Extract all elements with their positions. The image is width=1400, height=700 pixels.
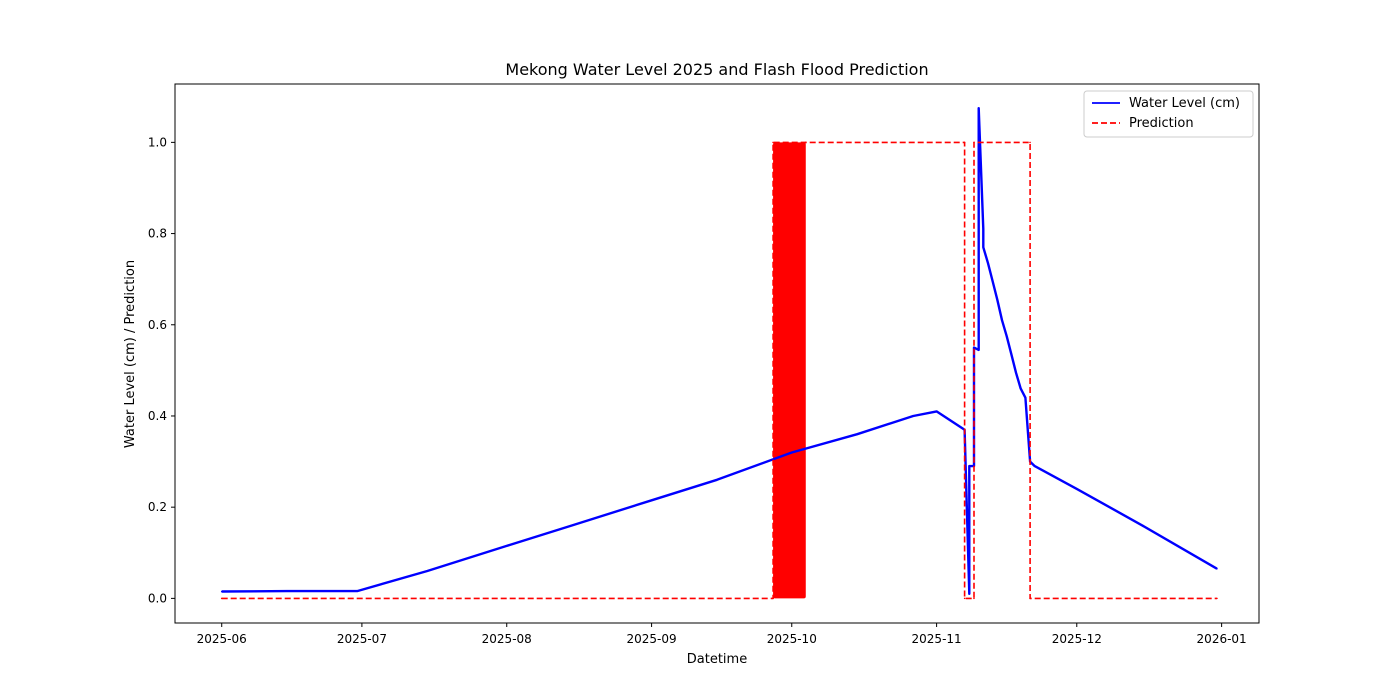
prediction-series-line: [221, 141, 1217, 600]
x-tick-label: 2025-07: [337, 632, 387, 646]
water-level-point: [1216, 567, 1218, 570]
water-level-point: [996, 298, 999, 301]
y-tick-label: 0.0: [148, 591, 167, 605]
prediction-point: [772, 597, 774, 600]
plot-area: [220, 106, 1218, 600]
x-tick-label: 2025-06: [197, 632, 247, 646]
water-level-point: [1010, 353, 1013, 356]
legend-label: Water Level (cm): [1129, 96, 1240, 111]
y-tick-label: 1.0: [148, 135, 167, 149]
water-level-point: [1001, 319, 1003, 322]
y-tick-label: 0.6: [148, 318, 167, 332]
prediction-point: [963, 597, 966, 600]
water-level-point: [220, 590, 223, 593]
water-level-point: [790, 451, 793, 454]
prediction-point: [963, 141, 966, 144]
x-tick-label: 2025-10: [767, 632, 817, 646]
water-level-point: [982, 228, 985, 230]
water-level-point: [912, 415, 915, 417]
prediction-point: [973, 597, 975, 600]
y-axis-label: Water Level (cm) / Prediction: [123, 260, 138, 448]
x-axis: 2025-06 2025-07 2025-08 2025-09 2025-10 2025-…: [197, 623, 1247, 646]
water-level-point: [286, 590, 288, 592]
water-level-point: [987, 262, 989, 265]
x-tick-label: 2025-08: [482, 632, 532, 646]
water-level-point: [505, 545, 508, 547]
water-level-point: [977, 107, 980, 109]
prediction-point: [1029, 141, 1031, 144]
water-level-point: [935, 410, 938, 413]
y-tick-label: 0.8: [148, 227, 167, 241]
x-axis-label: Datetime: [687, 652, 747, 667]
prediction-point: [220, 597, 223, 600]
prediction-point: [1216, 597, 1218, 600]
water-level-point: [1015, 371, 1017, 374]
x-tick-label: 2025-11: [912, 632, 962, 646]
water-level-point: [650, 499, 653, 502]
water-level-point: [973, 346, 975, 349]
water-level-point: [426, 570, 429, 572]
water-level-point: [977, 349, 980, 351]
prediction-point: [772, 141, 774, 144]
x-tick-label: 2025-12: [1052, 632, 1102, 646]
water-level-point: [1024, 396, 1027, 399]
chart-title: Mekong Water Level 2025 and Flash Flood …: [505, 60, 928, 79]
water-level-point: [1033, 465, 1036, 467]
y-tick-label: 0.2: [148, 500, 167, 514]
water-level-series-line: [221, 106, 1218, 595]
water-level-point: [968, 593, 971, 595]
prediction-oscillation-band: [773, 142, 806, 599]
prediction-point: [804, 141, 807, 144]
water-level-point: [991, 280, 994, 283]
water-level-point: [1005, 335, 1008, 337]
water-level-point: [1141, 524, 1143, 527]
legend: Water Level (cm) Prediction: [1083, 90, 1254, 138]
water-level-point: [1019, 387, 1022, 390]
legend-box: [1083, 90, 1254, 138]
water-level-point: [1075, 488, 1078, 490]
x-tick-label: 2025-09: [627, 632, 677, 646]
y-axis: 0.0 0.2 0.4 0.6 0.8 1.0: [148, 135, 175, 605]
water-level-point: [856, 433, 858, 436]
x-tick-label: 2026-01: [1197, 632, 1247, 646]
prediction-point: [1029, 597, 1031, 600]
prediction-point: [973, 141, 975, 144]
water-level-point: [356, 590, 359, 592]
water-level-point: [968, 465, 971, 467]
water-level-point: [571, 524, 573, 527]
y-tick-label: 0.4: [148, 409, 167, 423]
plot-frame: [174, 83, 1260, 624]
legend-label: Prediction: [1129, 116, 1194, 131]
water-level-point: [716, 479, 718, 481]
water-level-point: [982, 246, 985, 249]
